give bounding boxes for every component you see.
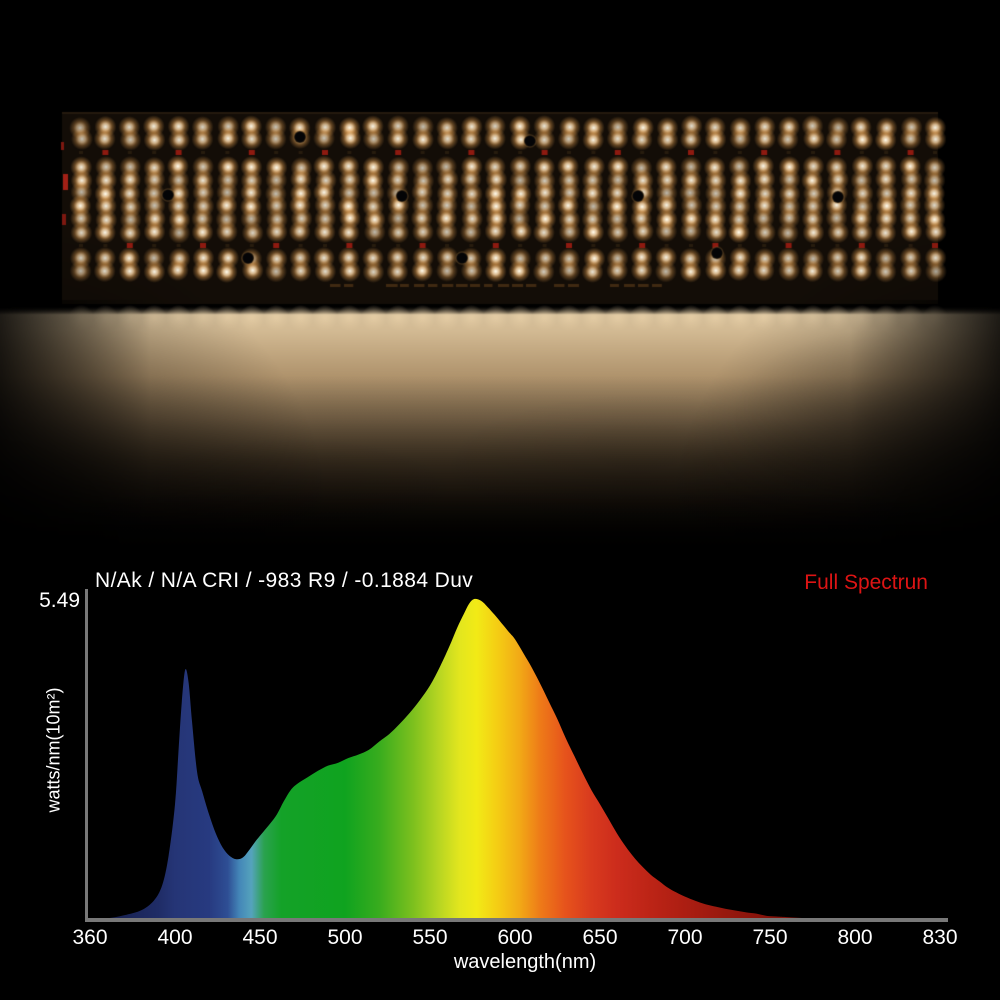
spd-curve [90, 598, 940, 920]
x-tick-label: 550 [412, 926, 448, 949]
x-tick-label: 830 [922, 926, 958, 949]
x-axis-label: wavelength(nm) [453, 951, 597, 973]
x-tick-label: 600 [497, 926, 533, 949]
x-axis-line [85, 918, 948, 922]
led-panel-photo [0, 0, 1000, 560]
full-spectrum-label: Full Spectrun [804, 571, 928, 594]
x-tick-label: 800 [837, 926, 873, 949]
chart-title: N/Ak / N/A CRI / -983 R9 / -0.1884 Duv [95, 569, 474, 592]
y-axis-label: watts/nm(10m²) [43, 687, 64, 813]
x-tick-label: 700 [667, 926, 703, 949]
y-axis-line [85, 589, 88, 922]
x-tick-label: 450 [242, 926, 278, 949]
x-tick-label: 400 [157, 926, 193, 949]
x-tick-label: 500 [327, 926, 363, 949]
x-tick-label: 360 [72, 926, 108, 949]
x-tick-label: 650 [582, 926, 618, 949]
x-tick-label: 750 [752, 926, 788, 949]
y-max-value: 5.49 [39, 589, 80, 612]
